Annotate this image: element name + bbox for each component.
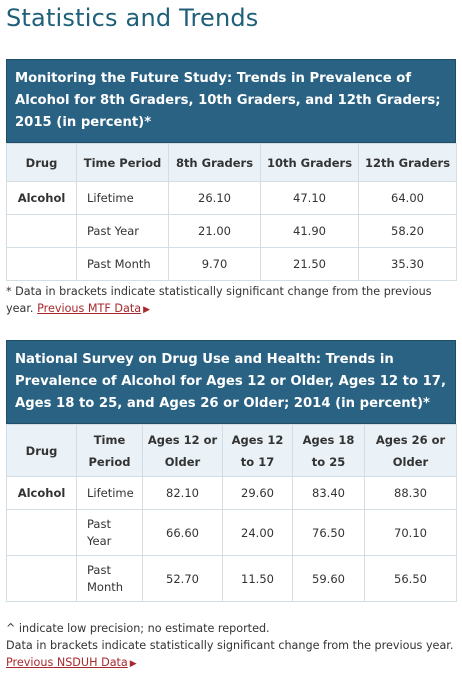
arrow-right-icon: ▶ bbox=[143, 305, 151, 315]
time-period: Lifetime bbox=[76, 181, 169, 215]
nsduh-header-18-25: Ages 18 to 25 bbox=[292, 424, 365, 477]
value-cell: 64.00 bbox=[358, 181, 457, 215]
table-row: Past Year 66.60 24.00 76.50 70.10 bbox=[6, 509, 457, 556]
nsduh-table-section: National Survey on Drug Use and Health: … bbox=[6, 340, 457, 602]
nsduh-header-26-older: Ages 26 or Older bbox=[364, 424, 457, 477]
value-cell: 21.50 bbox=[260, 247, 359, 281]
value-cell: 41.90 bbox=[260, 214, 359, 248]
table-row: Past Month 52.70 11.50 59.60 56.50 bbox=[6, 555, 457, 602]
mtf-drug-name: Alcohol bbox=[6, 181, 77, 215]
nsduh-note-2: Data in brackets indicate statistically … bbox=[6, 639, 454, 652]
time-period: Past Month bbox=[76, 247, 169, 281]
nsduh-header-row: Drug Time Period Ages 12 or Older Ages 1… bbox=[6, 424, 457, 477]
time-period: Past Year bbox=[76, 509, 143, 556]
mtf-header-8th: 8th Graders bbox=[168, 143, 261, 182]
mtf-header-row: Drug Time Period 8th Graders 10th Grader… bbox=[6, 143, 457, 182]
nsduh-header-period: Time Period bbox=[76, 424, 143, 477]
value-cell: 56.50 bbox=[364, 555, 457, 602]
table-row: Past Year 21.00 41.90 58.20 bbox=[6, 214, 457, 248]
time-period: Past Month bbox=[76, 555, 143, 602]
mtf-header-drug: Drug bbox=[6, 143, 77, 182]
value-cell: 47.10 bbox=[260, 181, 359, 215]
value-cell: 11.50 bbox=[222, 555, 293, 602]
drug-cell-empty bbox=[6, 247, 77, 281]
value-cell: 58.20 bbox=[358, 214, 457, 248]
mtf-header-12th: 12th Graders bbox=[358, 143, 457, 182]
value-cell: 88.30 bbox=[364, 476, 457, 510]
drug-cell-empty bbox=[6, 509, 77, 556]
time-period: Past Year bbox=[76, 214, 169, 248]
value-cell: 9.70 bbox=[168, 247, 261, 281]
value-cell: 35.30 bbox=[358, 247, 457, 281]
previous-mtf-data-link[interactable]: Previous MTF Data bbox=[37, 302, 142, 315]
table-row: Past Month 9.70 21.50 35.30 bbox=[6, 247, 457, 281]
page-title: Statistics and Trends bbox=[6, 4, 259, 32]
mtf-header-10th: 10th Graders bbox=[260, 143, 359, 182]
arrow-right-icon: ▶ bbox=[129, 659, 137, 669]
drug-cell-empty bbox=[6, 214, 77, 248]
previous-nsduh-data-link[interactable]: Previous NSDUH Data bbox=[6, 656, 128, 669]
value-cell: 24.00 bbox=[222, 509, 293, 556]
table-row: Alcohol Lifetime 82.10 29.60 83.40 88.30 bbox=[6, 476, 457, 510]
value-cell: 26.10 bbox=[168, 181, 261, 215]
value-cell: 59.60 bbox=[292, 555, 365, 602]
mtf-table-section: Monitoring the Future Study: Trends in P… bbox=[6, 59, 457, 281]
value-cell: 76.50 bbox=[292, 509, 365, 556]
mtf-footnote: * Data in brackets indicate statisticall… bbox=[6, 283, 456, 319]
nsduh-table: Drug Time Period Ages 12 or Older Ages 1… bbox=[6, 424, 457, 602]
drug-cell-empty bbox=[6, 555, 77, 602]
mtf-table: Drug Time Period 8th Graders 10th Grader… bbox=[6, 143, 457, 281]
table-row: Alcohol Lifetime 26.10 47.10 64.00 bbox=[6, 181, 457, 215]
value-cell: 21.00 bbox=[168, 214, 261, 248]
nsduh-footnote: ^ indicate low precision; no estimate re… bbox=[6, 620, 456, 673]
mtf-header-period: Time Period bbox=[76, 143, 169, 182]
mtf-table-caption: Monitoring the Future Study: Trends in P… bbox=[6, 59, 456, 143]
value-cell: 70.10 bbox=[364, 509, 457, 556]
value-cell: 83.40 bbox=[292, 476, 365, 510]
nsduh-header-12-17: Ages 12 to 17 bbox=[222, 424, 293, 477]
nsduh-drug-name: Alcohol bbox=[6, 476, 77, 510]
nsduh-note-1: ^ indicate low precision; no estimate re… bbox=[6, 622, 270, 635]
value-cell: 82.10 bbox=[142, 476, 223, 510]
nsduh-table-caption: National Survey on Drug Use and Health: … bbox=[6, 340, 456, 424]
value-cell: 66.60 bbox=[142, 509, 223, 556]
value-cell: 29.60 bbox=[222, 476, 293, 510]
mtf-note-text: * Data in brackets indicate statisticall… bbox=[6, 285, 432, 315]
nsduh-header-12-older: Ages 12 or Older bbox=[142, 424, 223, 477]
time-period: Lifetime bbox=[76, 476, 143, 510]
nsduh-header-drug: Drug bbox=[6, 424, 77, 477]
value-cell: 52.70 bbox=[142, 555, 223, 602]
